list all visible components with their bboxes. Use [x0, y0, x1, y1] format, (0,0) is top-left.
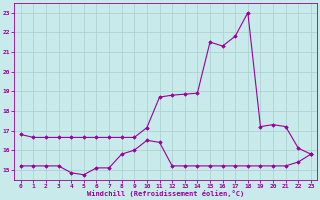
X-axis label: Windchill (Refroidissement éolien,°C): Windchill (Refroidissement éolien,°C)	[87, 190, 244, 197]
